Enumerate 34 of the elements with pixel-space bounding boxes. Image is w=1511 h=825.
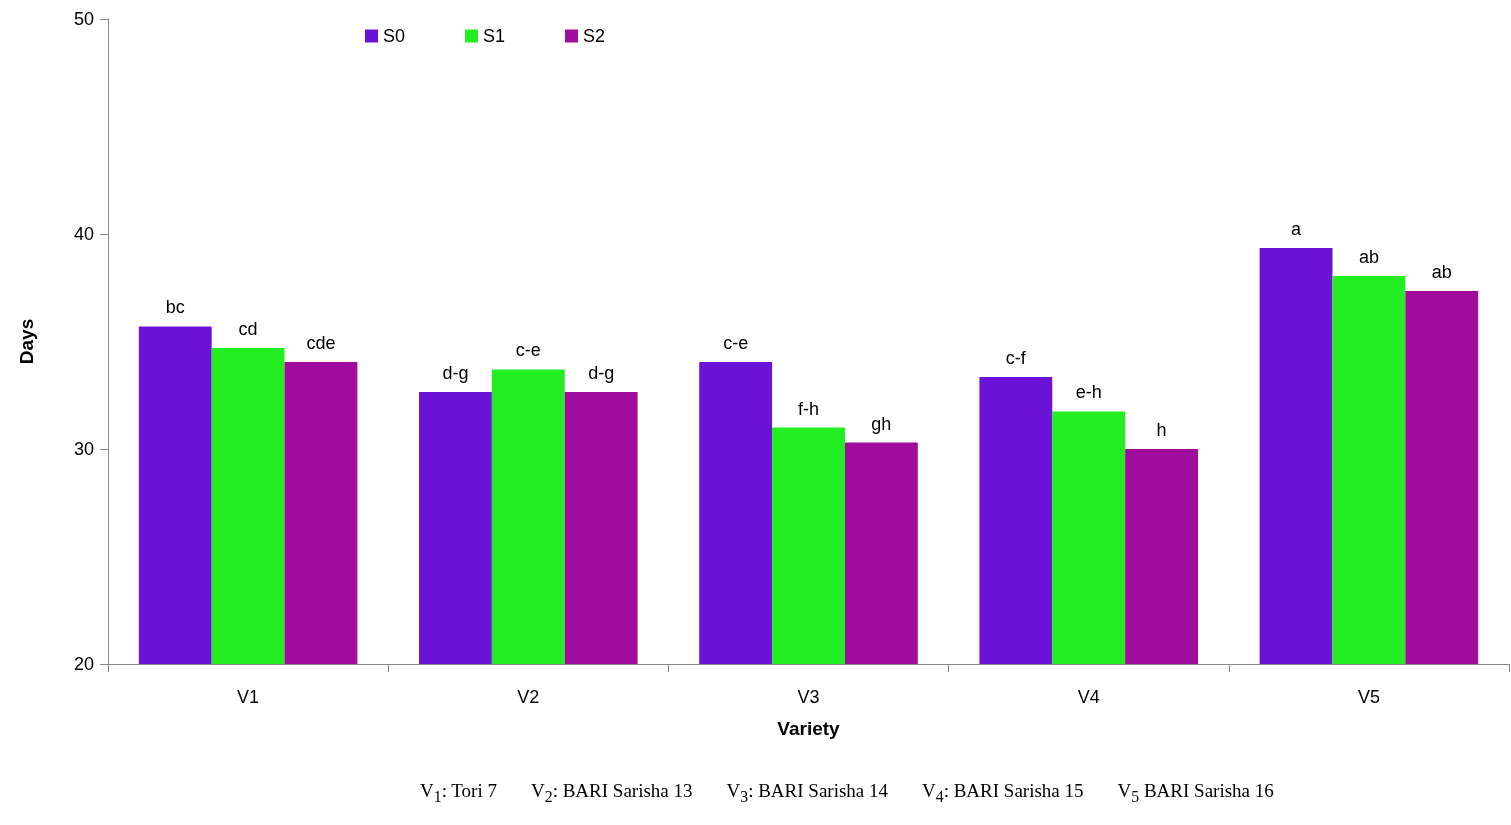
data-label: h (1156, 420, 1167, 440)
legend-label: S2 (583, 26, 606, 46)
data-label: bc (165, 297, 185, 318)
text: V$_{5}$ BARI Sarisha 16 (1117, 780, 1274, 805)
text: V$_{3}$: BARI Sarisha 14 (726, 780, 889, 805)
y-axis-title: Days (16, 318, 37, 365)
data-label: ab (1358, 246, 1379, 267)
data-label: c-e (515, 340, 541, 361)
x-tick-label: V1 (237, 687, 260, 707)
data-label: d-g (588, 363, 615, 384)
legend-label: S1 (483, 26, 506, 46)
y-tick-label: 20 (73, 654, 94, 674)
y-tick-label: 30 (73, 439, 94, 459)
text: V$_{1}$: Tori 7 (420, 780, 497, 805)
data-label: ab (1431, 261, 1452, 282)
x-tick-label: V4 (1077, 687, 1100, 707)
data-label: c-e (723, 332, 749, 353)
data-label: c-f (1005, 347, 1027, 368)
y-tick-label: 40 (73, 224, 94, 244)
text: V$_{2}$: BARI Sarisha 13 (530, 780, 693, 805)
y-tick-label: 50 (73, 9, 94, 29)
x-tick-label: V3 (797, 687, 820, 707)
x-tick-label: V2 (517, 687, 540, 707)
data-label: gh (871, 413, 892, 434)
data-label: f-h (797, 398, 820, 419)
data-label: cde (306, 332, 336, 353)
data-label: a (1291, 218, 1303, 239)
x-axis-title: Variety (777, 718, 841, 739)
x-tick-label: V5 (1357, 687, 1380, 707)
text: V$_{4}$: BARI Sarisha 15 (922, 780, 1084, 805)
data-label: d-g (442, 363, 469, 384)
data-label: cd (238, 318, 258, 339)
legend-label: S0 (383, 26, 406, 46)
data-label: e-h (1075, 382, 1102, 403)
